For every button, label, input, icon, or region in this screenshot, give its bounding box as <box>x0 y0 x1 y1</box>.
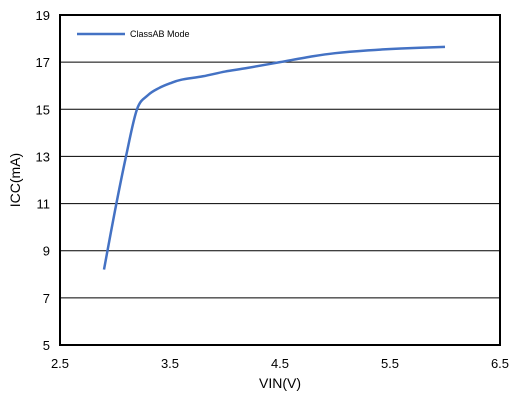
y-tick-label: 9 <box>43 244 50 259</box>
y-axis-label: ICC(mA) <box>7 153 23 207</box>
x-tick-label: 6.5 <box>491 356 509 371</box>
y-tick-label: 13 <box>36 149 50 164</box>
y-tick-label: 15 <box>36 102 50 117</box>
x-tick-labels: 2.5 3.5 4.5 5.5 6.5 <box>51 356 509 371</box>
y-tick-label: 7 <box>43 291 50 306</box>
legend-entry: ClassAB Mode <box>130 29 190 39</box>
y-tick-label: 5 <box>43 338 50 353</box>
y-tick-label: 11 <box>37 197 51 212</box>
x-tick-label: 2.5 <box>51 356 69 371</box>
grid-lines <box>60 14 500 346</box>
y-tick-labels: 5 7 9 11 13 15 17 19 <box>36 8 50 353</box>
x-tick-label: 3.5 <box>161 356 179 371</box>
plot-area-frame <box>59 14 501 346</box>
x-tick-label: 4.5 <box>271 356 289 371</box>
x-axis-label: VIN(V) <box>259 375 301 391</box>
y-tick-label: 17 <box>36 55 50 70</box>
series-group <box>102 45 446 270</box>
y-tick-label: 19 <box>36 8 50 23</box>
legend: ClassAB Mode <box>77 29 190 39</box>
series-line <box>102 45 446 270</box>
x-tick-label: 5.5 <box>381 356 399 371</box>
